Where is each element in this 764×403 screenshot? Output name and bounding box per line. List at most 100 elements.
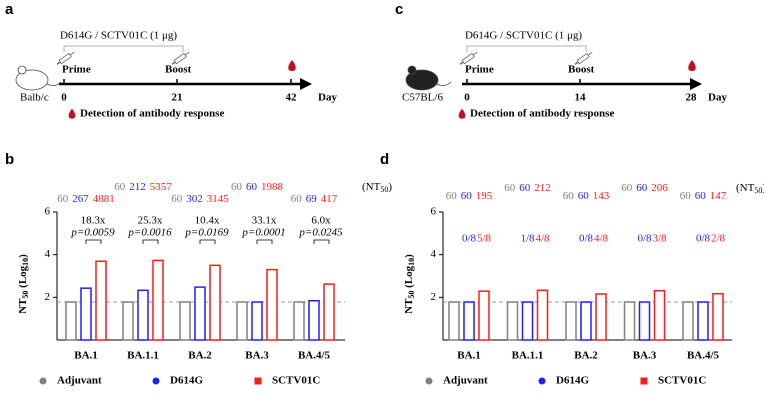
day-label: 14 [575,92,587,104]
gmt-value: 60 [578,190,590,202]
mouse-ear [17,65,27,75]
syringe-body [576,52,590,65]
x-tick-label: BA.1.1 [127,350,159,362]
fold-label: 10.4x [195,215,220,227]
syringe-needle [184,51,190,56]
comparison-bracket [142,239,159,244]
legend-marker [425,377,433,385]
legend-label: SCTV01C [272,375,320,387]
p-value: p=0.0245 [298,227,343,239]
gmt-value: 60 [171,193,183,205]
y-tick-label: 2 [45,291,51,303]
y-axis-label: NT50 (Log10) [17,254,30,314]
syringe [56,51,75,65]
day-axis-label: Day [318,92,337,104]
syringe-needle [587,51,593,56]
syringe-plunger [459,61,464,65]
bar [137,289,149,341]
dose-bracket [63,45,184,52]
legend-marker [152,377,160,385]
responder-label: 4/8 [594,233,609,245]
gmt-value: 3145 [207,193,230,205]
bar [565,301,577,341]
mouse-body [405,69,439,91]
label-part: 10 [21,258,30,266]
gmt-value: 60 [246,181,258,193]
gmt-labels: 60 69 417 [291,193,338,205]
prime-label: Prime [465,64,494,76]
panel-label: d [380,151,389,168]
dose: D614G / SCTV01C (1 μg) [465,30,582,42]
bar [580,301,592,341]
gmt-value: 143 [593,190,610,202]
p-value: p=0.0169 [184,227,229,239]
gmt-labels: 60 60 212 [504,182,551,194]
bar [266,268,278,341]
legend-marker [538,377,546,385]
p-value: p=0.0016 [127,227,172,239]
bar [323,283,335,341]
gmt-value: 302 [186,193,203,205]
label-part: 50 [380,185,388,194]
gmt-labels: 60 267 4881 [57,193,115,205]
responder-label: 1/8 [520,233,535,245]
gmt-value: 195 [476,190,493,202]
label-part: 50 [754,186,762,195]
y-tick-label: 6 [45,206,51,218]
gmt-value: 60 [563,190,575,202]
syringe [574,51,593,65]
prime-label: Prime [62,64,91,76]
blood-drop [688,60,696,71]
bar [697,301,709,341]
detection: Detection of antibody response [80,108,224,120]
bar [712,292,724,341]
gmt-value: 1988 [261,181,284,193]
syringe-body [58,52,72,65]
x-tick-label: BA.1 [74,350,98,362]
gmt-value: 4881 [93,193,115,205]
responder-label: 2/8 [711,233,726,245]
responder-label: 5/8 [477,233,492,245]
gmt-value: 60 [519,182,531,194]
bar [236,301,248,341]
legend-label: Adjuvant [57,375,102,387]
gmt-labels: 60 60 1988 [231,181,284,193]
y-tick-label: 4 [431,248,437,260]
legend-label: D614G [556,375,589,387]
gmt-value: 60 [114,181,126,193]
bar [506,301,519,341]
syringe [459,51,478,65]
bar [653,289,666,341]
fold-label: 6.0x [311,215,331,227]
bar [638,301,651,341]
y-tick-label: 2 [431,291,437,303]
responder-label: 0/8 [696,233,711,245]
timeline-arrow [690,78,702,90]
boost-label: Boost [165,64,192,76]
bar [65,301,77,341]
detection: Detection of antibody response [470,108,614,120]
label-part: 50 [21,291,30,299]
fold-label: 25.3x [138,215,163,227]
gmt-value: 5357 [150,181,173,193]
fold-label: 33.1x [252,215,277,227]
p-value: p=0.0059 [70,227,115,239]
x-tick-label: BA.3 [245,350,269,362]
gmt-value: 60 [680,190,692,202]
day-label: 42 [286,92,298,104]
panel-label: c [395,1,403,18]
syringe-needle [69,51,75,56]
legend-marker [39,377,47,385]
label-part: (Log [17,265,29,290]
gmt-labels: 60 302 3145 [171,193,229,205]
bar [448,301,460,341]
gmt-value: 60 [461,190,473,202]
strain: C57BL/6 [402,92,443,104]
bar [152,259,164,341]
bar [463,301,475,341]
bar [478,290,490,341]
gmt-value: 60 [231,181,243,193]
bar [595,293,607,341]
mouse-ear [407,65,417,75]
bar [521,301,534,341]
